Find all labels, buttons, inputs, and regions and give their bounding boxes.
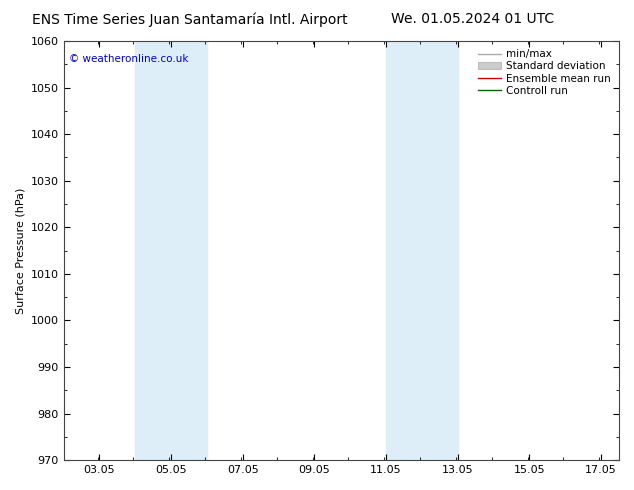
Y-axis label: Surface Pressure (hPa): Surface Pressure (hPa) <box>15 187 25 314</box>
Bar <box>135 41 207 460</box>
Legend: min/max, Standard deviation, Ensemble mean run, Controll run: min/max, Standard deviation, Ensemble me… <box>475 46 614 99</box>
Text: We. 01.05.2024 01 UTC: We. 01.05.2024 01 UTC <box>391 12 554 26</box>
Text: ENS Time Series Juan Santamaría Intl. Airport: ENS Time Series Juan Santamaría Intl. Ai… <box>32 12 348 27</box>
Text: © weatheronline.co.uk: © weatheronline.co.uk <box>69 53 188 64</box>
Bar <box>386 41 458 460</box>
